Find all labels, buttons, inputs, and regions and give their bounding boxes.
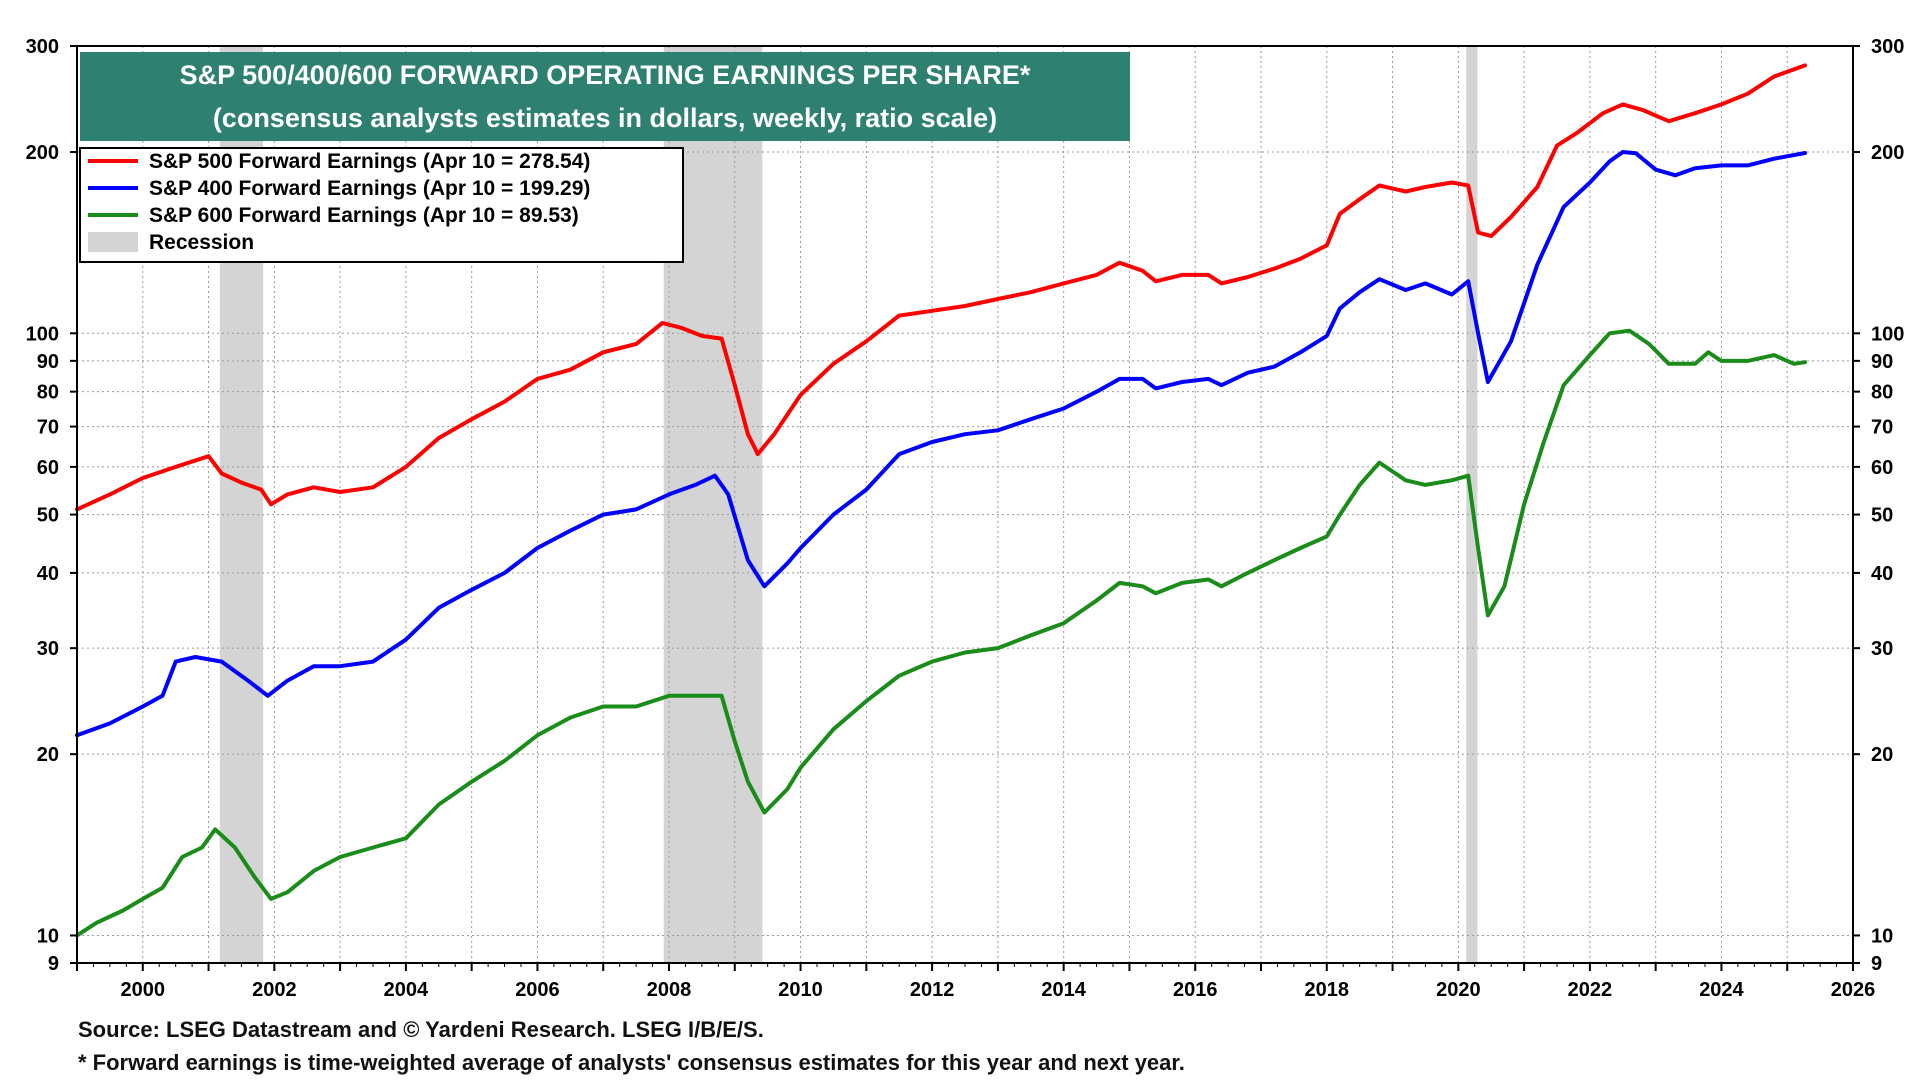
x-tick-label: 2018 xyxy=(1305,979,1350,1001)
legend-recession-swatch xyxy=(88,232,138,252)
legend: S&P 500 Forward Earnings (Apr 10 = 278.5… xyxy=(79,147,684,263)
y-tick-label-right: 80 xyxy=(1871,382,1893,404)
y-tick-label-left: 90 xyxy=(37,351,59,373)
x-tick-label: 2012 xyxy=(910,979,955,1001)
y-tick-label-right: 300 xyxy=(1871,36,1904,58)
y-tick-label-right: 10 xyxy=(1871,925,1893,947)
chart-title: S&P 500/400/600 FORWARD OPERATING EARNIN… xyxy=(180,60,1031,90)
y-tick-label-right: 60 xyxy=(1871,457,1893,479)
y-tick-label-right: 70 xyxy=(1871,417,1893,439)
y-tick-label-left: 30 xyxy=(37,638,59,660)
chart-subtitle: (consensus analysts estimates in dollars… xyxy=(213,103,997,133)
x-tick-label: 2014 xyxy=(1041,979,1086,1001)
y-tick-label-left: 200 xyxy=(26,142,59,164)
legend-label: Recession xyxy=(149,231,254,254)
x-tick-label: 2022 xyxy=(1568,979,1613,1001)
y-tick-label-left: 60 xyxy=(37,457,59,479)
y-tick-label-right: 100 xyxy=(1871,323,1904,345)
title-box: S&P 500/400/600 FORWARD OPERATING EARNIN… xyxy=(80,52,1130,141)
legend-label: S&P 600 Forward Earnings (Apr 10 = 89.53… xyxy=(149,204,579,227)
y-tick-label-left: 100 xyxy=(26,323,59,345)
y-tick-label-left: 70 xyxy=(37,417,59,439)
x-tick-label: 2020 xyxy=(1436,979,1481,1001)
series-line-1 xyxy=(75,63,1807,512)
y-tick-label-left: 50 xyxy=(37,505,59,527)
y-tick-label-right: 200 xyxy=(1871,142,1904,164)
x-tick-label: 2004 xyxy=(384,979,429,1001)
series-line-3 xyxy=(75,328,1807,938)
legend-label: S&P 400 Forward Earnings (Apr 10 = 199.2… xyxy=(149,177,590,200)
legend-label: S&P 500 Forward Earnings (Apr 10 = 278.5… xyxy=(149,150,590,173)
gridlines xyxy=(77,46,1853,963)
y-tick-label-left: 40 xyxy=(37,563,59,585)
y-tick-label-left: 300 xyxy=(26,36,59,58)
axis-ticks: 2000 2002 2004 2006 2008 2010 2012 2014 2016 2018… xyxy=(26,36,1905,1001)
source-note: Source: LSEG Datastream and © Yardeni Re… xyxy=(78,1017,764,1042)
x-tick-label: 2016 xyxy=(1173,979,1218,1001)
x-tick-label: 2024 xyxy=(1699,979,1744,1001)
y-tick-label-left: 80 xyxy=(37,382,59,404)
x-tick-label: 2006 xyxy=(515,979,560,1001)
y-tick-label-right: 9 xyxy=(1871,953,1882,975)
y-tick-label-right: 90 xyxy=(1871,351,1893,373)
y-tick-label-left: 20 xyxy=(37,744,59,766)
y-tick-label-right: 20 xyxy=(1871,744,1893,766)
legend-box xyxy=(79,147,684,263)
footnote: * Forward earnings is time-weighted aver… xyxy=(78,1050,1185,1075)
y-tick-label-left: 9 xyxy=(48,953,59,975)
x-tick-label: 2002 xyxy=(252,979,297,1001)
series-lines xyxy=(75,63,1807,938)
x-tick-label: 2010 xyxy=(778,979,823,1001)
x-tick-label: 2008 xyxy=(647,979,692,1001)
y-tick-label-right: 40 xyxy=(1871,563,1893,585)
x-tick-label: 2000 xyxy=(121,979,166,1001)
series-line-2 xyxy=(75,150,1807,738)
title-background xyxy=(80,52,1130,141)
x-tick-label: 2026 xyxy=(1831,979,1876,1001)
y-tick-label-right: 30 xyxy=(1871,638,1893,660)
y-tick-label-right: 50 xyxy=(1871,505,1893,527)
y-tick-label-left: 10 xyxy=(37,925,59,947)
